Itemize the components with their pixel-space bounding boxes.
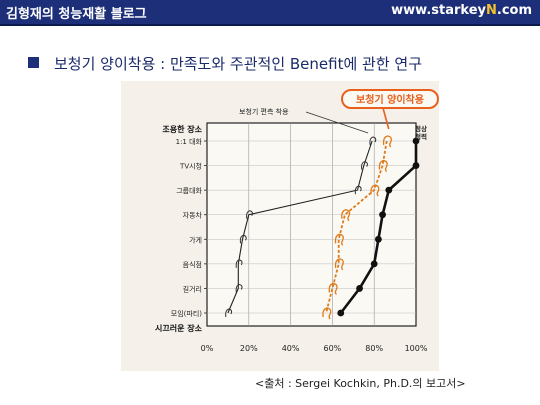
blog-title: 김형재의 청능재활 블로그 (6, 7, 147, 22)
ear-marker-icon (369, 136, 377, 146)
y-bottom-label: 시끄러운 장소 (155, 323, 203, 333)
x-tick-label: 20% (240, 344, 258, 353)
series-line (325, 140, 388, 314)
ear-marker-icon (361, 161, 368, 170)
ear-marker-icon (334, 233, 344, 246)
ear-marker-icon (246, 210, 253, 219)
ear-marker-icon (239, 234, 247, 244)
ear-marker-icon (370, 184, 380, 197)
line-chart: 0% 20% 40% 60% 80% 100% 조용한 장소 1:1 대화 TV시청그룹대화자동… (155, 89, 439, 353)
series-point (379, 211, 386, 219)
square-bullet-icon (28, 57, 39, 68)
y-top-label: 조용한 장소 (162, 124, 202, 134)
series-point (337, 309, 345, 317)
ear-marker-icon (334, 258, 344, 271)
highlight-label: 보청기 양이착용 (356, 93, 424, 106)
slide-title: 보청기 양이착용 : 만족도와 주관적인 Benefit에 관한 연구 (54, 55, 423, 73)
series-point (374, 235, 382, 243)
series-label: 보청기 편측 착용 (239, 107, 289, 116)
y-tick-label: 모임(파티) (171, 309, 202, 318)
site-url-accent: N (485, 3, 497, 18)
y-tick-label: TV시청 (179, 163, 202, 171)
series-label: 정상 (415, 124, 427, 133)
ear-marker-icon (341, 209, 351, 222)
y-tick-label: 길거리 (183, 284, 202, 293)
y-tick-label: 음식점 (183, 260, 202, 269)
x-tick-label: 80% (365, 344, 383, 353)
site-url-prefix: www.starkey (391, 3, 486, 18)
series-point (412, 162, 420, 169)
ear-marker-icon (378, 159, 388, 173)
site-url-suffix: .com (496, 3, 532, 18)
blog-header-bar: 김형재의 청능재활 블로그 www.starkeyN.com (0, 0, 540, 26)
y-tick-label: 1:1 대화 (176, 138, 203, 146)
series-point (370, 260, 378, 268)
slide-title-row: 보청기 양이착용 : 만족도와 주관적인 Benefit에 관한 연구 (28, 53, 528, 75)
ear-marker-icon (235, 283, 243, 293)
x-tick-label: 100% (405, 344, 428, 353)
ear-marker-icon (322, 307, 332, 320)
series-point (385, 186, 393, 194)
ear-marker-icon (328, 282, 338, 295)
y-tick-label: 가게 (189, 235, 202, 244)
highlight-arrow (382, 107, 390, 130)
ear-marker-icon (225, 308, 233, 318)
x-tick-label: 60% (324, 344, 342, 353)
x-tick-label: 0% (201, 344, 214, 353)
highlight-callout (341, 89, 439, 109)
y-tick-label: 그룹대화 (176, 187, 202, 195)
series-label: 청력 (415, 132, 427, 141)
ear-marker-icon (235, 259, 243, 268)
y-tick-label: 자동차 (183, 211, 203, 220)
ear-marker-icon (354, 185, 362, 195)
ear-marker-icon (382, 135, 392, 148)
series-line (339, 141, 418, 314)
series-point (356, 285, 363, 292)
source-caption: <출처 : Sergei Kochkin, Ph.D.의 보고서> (255, 377, 466, 390)
site-url[interactable]: www.starkeyN.com (391, 3, 532, 18)
x-tick-label: 40% (282, 344, 300, 353)
leader-line (305, 111, 369, 134)
series-point (412, 137, 420, 145)
